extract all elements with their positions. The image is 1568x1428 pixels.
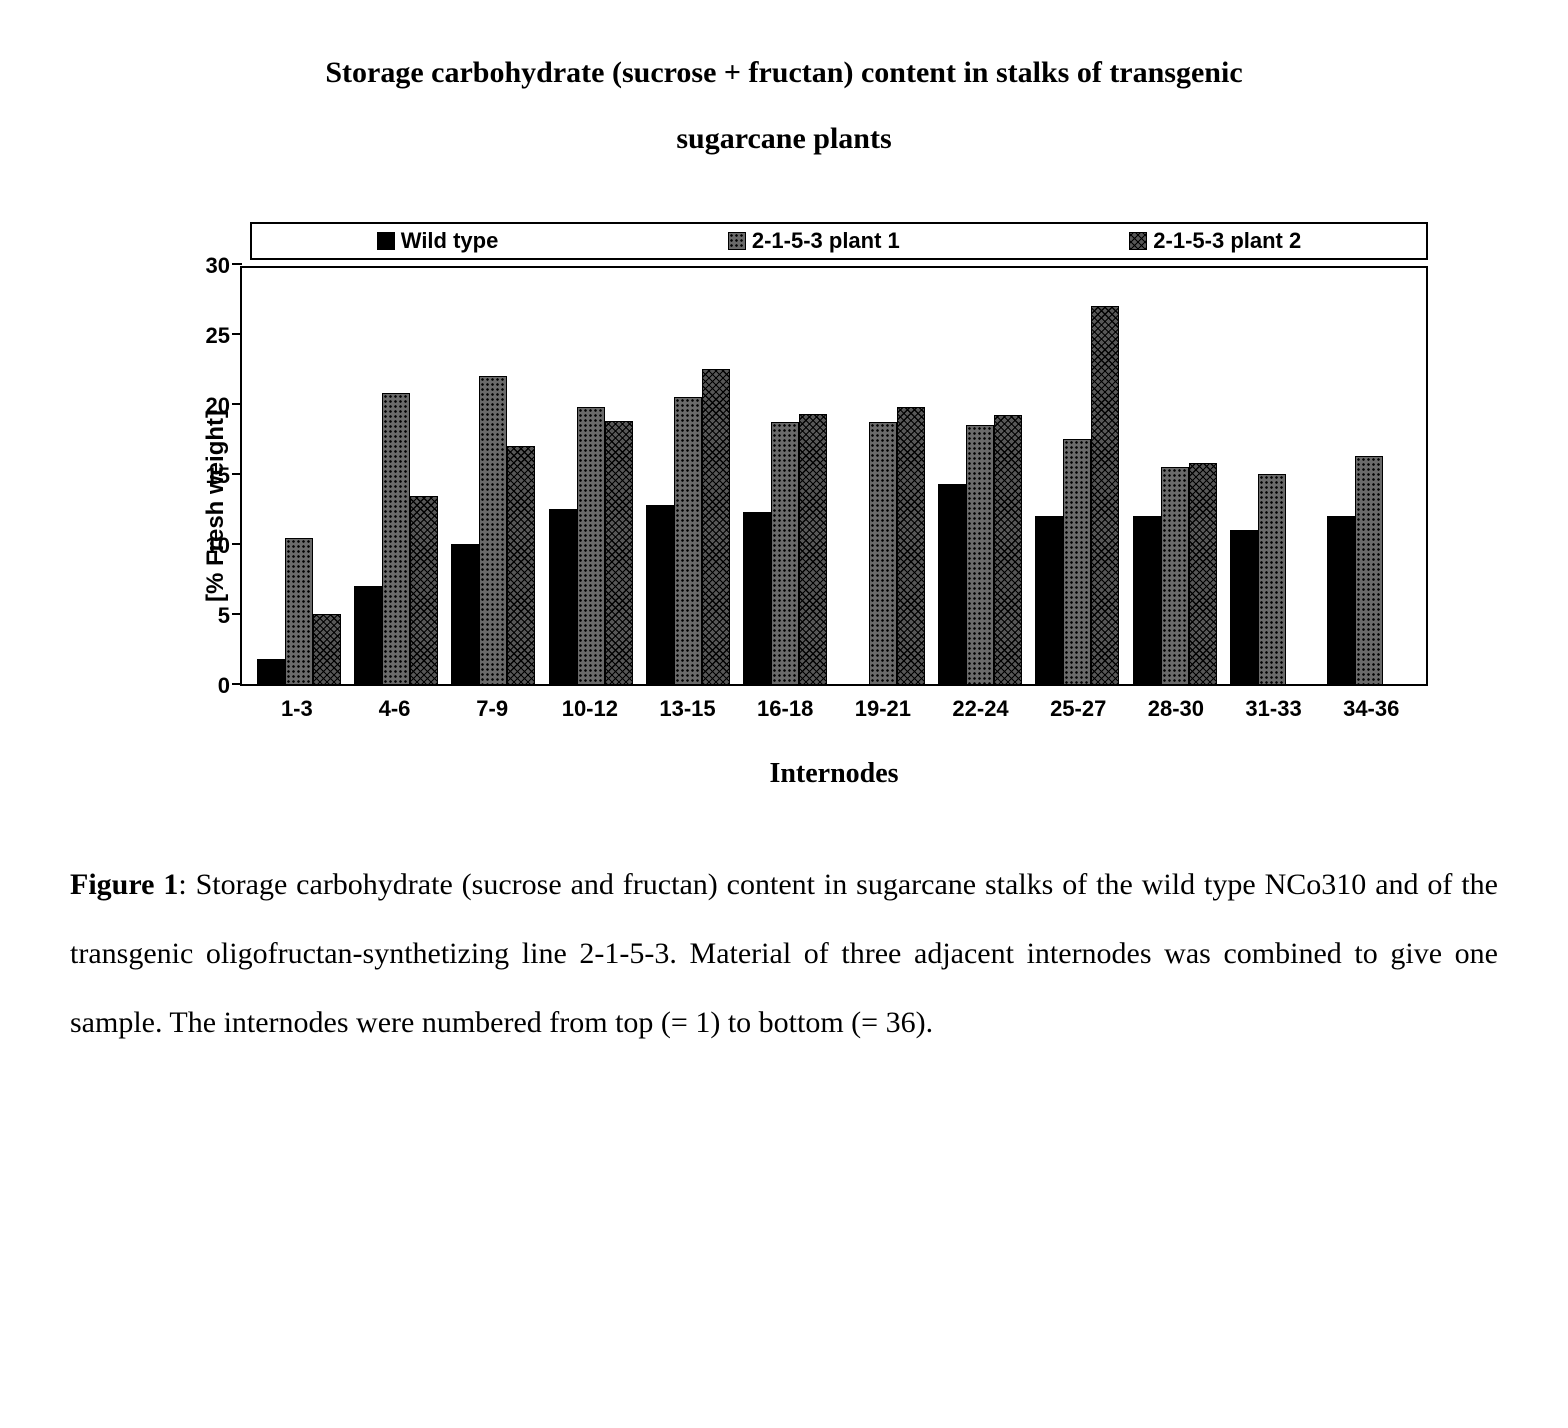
title-line-2: sugarcane plants — [60, 106, 1508, 172]
bar — [646, 505, 674, 684]
x-tick-label: 7-9 — [443, 696, 541, 722]
bar-group — [1029, 306, 1126, 684]
bar-group — [639, 369, 736, 684]
bar — [549, 509, 577, 684]
x-axis-label: Internodes — [240, 758, 1428, 790]
bar — [257, 659, 285, 684]
legend: Wild type 2-1-5-3 plant 1 2-1-5-3 plant 2 — [250, 222, 1428, 260]
x-tick-label: 22-24 — [932, 696, 1030, 722]
bar — [1161, 467, 1189, 684]
legend-label: Wild type — [401, 228, 499, 254]
bar-group — [1223, 474, 1320, 684]
plot-area — [240, 266, 1428, 686]
bar — [354, 586, 382, 684]
y-tick-mark — [232, 543, 242, 546]
bar — [674, 397, 702, 684]
x-tick-label: 13-15 — [639, 696, 737, 722]
bar — [382, 393, 410, 684]
legend-swatch — [377, 232, 395, 250]
x-tick-label: 34-36 — [1322, 696, 1420, 722]
x-tick-label: 25-27 — [1029, 696, 1127, 722]
legend-item: Wild type — [377, 228, 499, 254]
bar — [994, 415, 1022, 684]
x-tick-label: 10-12 — [541, 696, 639, 722]
bars-container — [242, 268, 1426, 684]
bar — [771, 422, 799, 684]
bar — [1035, 516, 1063, 684]
bar — [1230, 530, 1258, 684]
title-line-1: Storage carbohydrate (sucrose + fructan)… — [60, 40, 1508, 106]
y-tick-mark — [232, 263, 242, 266]
bar — [1355, 456, 1383, 684]
caption-text: : Storage carbohydrate (sucrose and fruc… — [70, 868, 1498, 1039]
legend-label: 2-1-5-3 plant 1 — [752, 228, 900, 254]
plot-outer: 051015202530 — [180, 266, 1428, 686]
bar-group — [445, 376, 542, 684]
legend-swatch — [1129, 232, 1147, 250]
x-tick-label: 1-3 — [248, 696, 346, 722]
bar — [1189, 463, 1217, 684]
x-tick-label: 28-30 — [1127, 696, 1225, 722]
bar-group — [931, 415, 1028, 684]
bar-group — [834, 407, 931, 684]
bar — [605, 421, 633, 684]
bar — [410, 496, 438, 684]
y-ticks: 051015202530 — [180, 266, 240, 686]
bar — [799, 414, 827, 684]
bar — [1091, 306, 1119, 684]
bar — [1258, 474, 1286, 684]
y-tick-mark — [232, 473, 242, 476]
bar — [1133, 516, 1161, 684]
bar — [479, 376, 507, 684]
bar — [1063, 439, 1091, 684]
bar — [577, 407, 605, 684]
y-tick-mark — [232, 683, 242, 686]
bar — [285, 538, 313, 684]
page-title: Storage carbohydrate (sucrose + fructan)… — [60, 40, 1508, 172]
legend-item: 2-1-5-3 plant 1 — [728, 228, 900, 254]
bar — [897, 407, 925, 684]
bar-group — [737, 414, 834, 684]
bar-group — [1126, 463, 1223, 684]
x-tick-label: 31-33 — [1225, 696, 1323, 722]
bar — [743, 512, 771, 684]
bar-group — [542, 407, 639, 684]
y-tick-mark — [232, 613, 242, 616]
figure-caption: Figure 1: Storage carbohydrate (sucrose … — [70, 850, 1498, 1057]
y-tick-mark — [232, 403, 242, 406]
bar — [313, 614, 341, 684]
caption-label: Figure 1 — [70, 868, 178, 901]
x-tick-label: 16-18 — [736, 696, 834, 722]
bar — [702, 369, 730, 684]
bar — [938, 484, 966, 684]
x-ticks: 1-34-67-910-1213-1516-1819-2122-2425-272… — [240, 686, 1428, 722]
legend-item: 2-1-5-3 plant 2 — [1129, 228, 1301, 254]
bar-group — [1321, 456, 1418, 684]
bar — [1327, 516, 1355, 684]
x-tick-label: 19-21 — [834, 696, 932, 722]
legend-label: 2-1-5-3 plant 2 — [1153, 228, 1301, 254]
legend-swatch — [728, 232, 746, 250]
x-tick-label: 4-6 — [346, 696, 444, 722]
chart: Wild type2-1-5-3 plant 12-1-5-3 plant 2 … — [180, 222, 1428, 790]
bar — [869, 422, 897, 684]
bar — [507, 446, 535, 684]
bar — [966, 425, 994, 684]
bar-group — [347, 393, 444, 684]
bar — [451, 544, 479, 684]
bar-group — [250, 538, 347, 684]
y-tick-mark — [232, 333, 242, 336]
